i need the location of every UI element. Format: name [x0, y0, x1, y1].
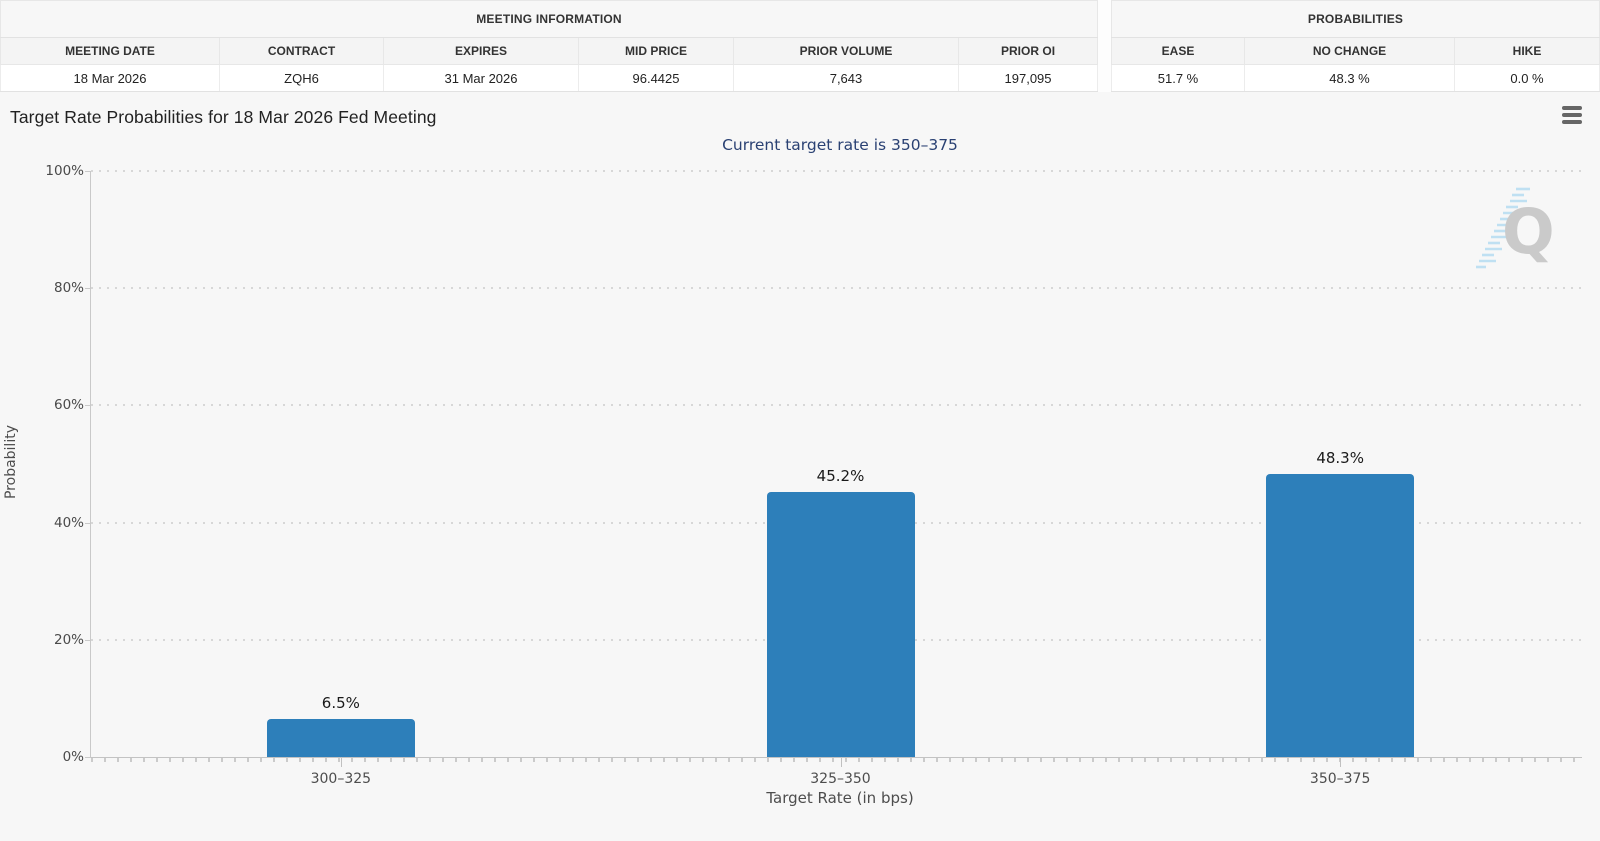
x-axis-line [91, 757, 1582, 758]
no-change-value: 48.3 % [1244, 64, 1455, 92]
bar-300–325[interactable] [266, 718, 415, 757]
x-major-tick [840, 758, 842, 767]
x-major-tick [340, 758, 342, 767]
quikstrike-watermark-logo: Q [1476, 187, 1552, 269]
bar-value-label: 6.5% [321, 693, 360, 712]
x-axis-title: Target Rate (in bps) [766, 789, 914, 807]
y-tick-label: 60% [53, 397, 84, 414]
y-tick-label: 20% [53, 631, 84, 648]
x-axis-minor-ticks [91, 758, 1582, 762]
meeting-information-row: 18 Mar 2026 ZQH6 31 Mar 2026 96.4425 7,6… [0, 64, 1099, 92]
watermark-letter-q: Q [1502, 195, 1552, 268]
hamburger-bar [1562, 113, 1582, 117]
x-tick-label: 350–375 [1309, 771, 1371, 787]
x-tick-label: 325–350 [810, 771, 871, 787]
y-tick-mark [85, 405, 91, 407]
col-header-prior-volume: PRIOR VOLUME [733, 37, 959, 65]
col-header-no-change: NO CHANGE [1244, 37, 1455, 65]
hike-value: 0.0 % [1454, 64, 1600, 92]
bar-325–350[interactable] [766, 492, 915, 757]
col-header-hike: HIKE [1454, 37, 1600, 65]
y-tick-mark [85, 288, 91, 290]
x-major-tick [1340, 758, 1342, 767]
expires-value: 31 Mar 2026 [383, 64, 579, 92]
mid-price-value: 96.4425 [578, 64, 734, 92]
chart-section: Target Rate Probabilities for 18 Mar 202… [0, 92, 1600, 841]
x-tick-label: 300–325 [310, 771, 372, 787]
y-tick-mark [85, 757, 91, 758]
y-tick-label: 40% [53, 514, 84, 531]
bar-350–375[interactable] [1266, 473, 1415, 757]
ease-value: 51.7 % [1111, 64, 1245, 92]
hamburger-bar [1562, 106, 1582, 110]
y-tick-mark [85, 639, 91, 641]
chart-title: Target Rate Probabilities for 18 Mar 202… [10, 107, 437, 127]
prior-volume-value: 7,643 [733, 64, 959, 92]
meeting-information-title: MEETING INFORMATION [0, 0, 1099, 38]
y-tick-label: 0% [62, 749, 84, 765]
probabilities-table: PROBABILITIES EASE NO CHANGE HIKE 51.7 %… [1111, 0, 1600, 92]
y-tick-mark [85, 171, 91, 172]
y-tick-mark [85, 522, 91, 524]
top-tables-row: MEETING INFORMATION MEETING DATE CONTRAC… [0, 0, 1600, 92]
col-header-mid-price: MID PRICE [578, 37, 734, 65]
y-tick-label: 80% [53, 280, 84, 297]
col-header-contract: CONTRACT [219, 37, 384, 65]
gridline-60 [91, 404, 1582, 407]
table-gap [1098, 0, 1111, 92]
y-tick-label: 100% [45, 163, 84, 179]
col-header-meeting-date: MEETING DATE [0, 37, 220, 65]
col-header-ease: EASE [1111, 37, 1245, 65]
contract-value: ZQH6 [219, 64, 384, 92]
col-header-prior-oi: PRIOR OI [957, 37, 1099, 65]
y-axis-title: Probability [3, 425, 19, 500]
probabilities-title: PROBABILITIES [1111, 0, 1600, 38]
meeting-date-value: 18 Mar 2026 [0, 64, 220, 92]
hamburger-menu-icon[interactable] [1560, 104, 1584, 128]
bar-value-label: 45.2% [816, 467, 865, 486]
gridline-80 [91, 287, 1582, 290]
chart-subtitle: Current target rate is 350–375 [722, 136, 958, 154]
plot-area: 6.5% 300–325 45.2% 325–350 48.3% 350–375 [85, 170, 1590, 787]
gridline-100 [91, 170, 1582, 172]
prior-oi-value: 197,095 [957, 64, 1099, 92]
bar-value-label: 48.3% [1316, 448, 1364, 467]
col-header-expires: EXPIRES [383, 37, 579, 65]
meeting-information-table: MEETING INFORMATION MEETING DATE CONTRAC… [0, 0, 1099, 92]
hamburger-bar [1562, 120, 1582, 124]
probabilities-row: 51.7 % 48.3 % 0.0 % [1111, 64, 1600, 92]
